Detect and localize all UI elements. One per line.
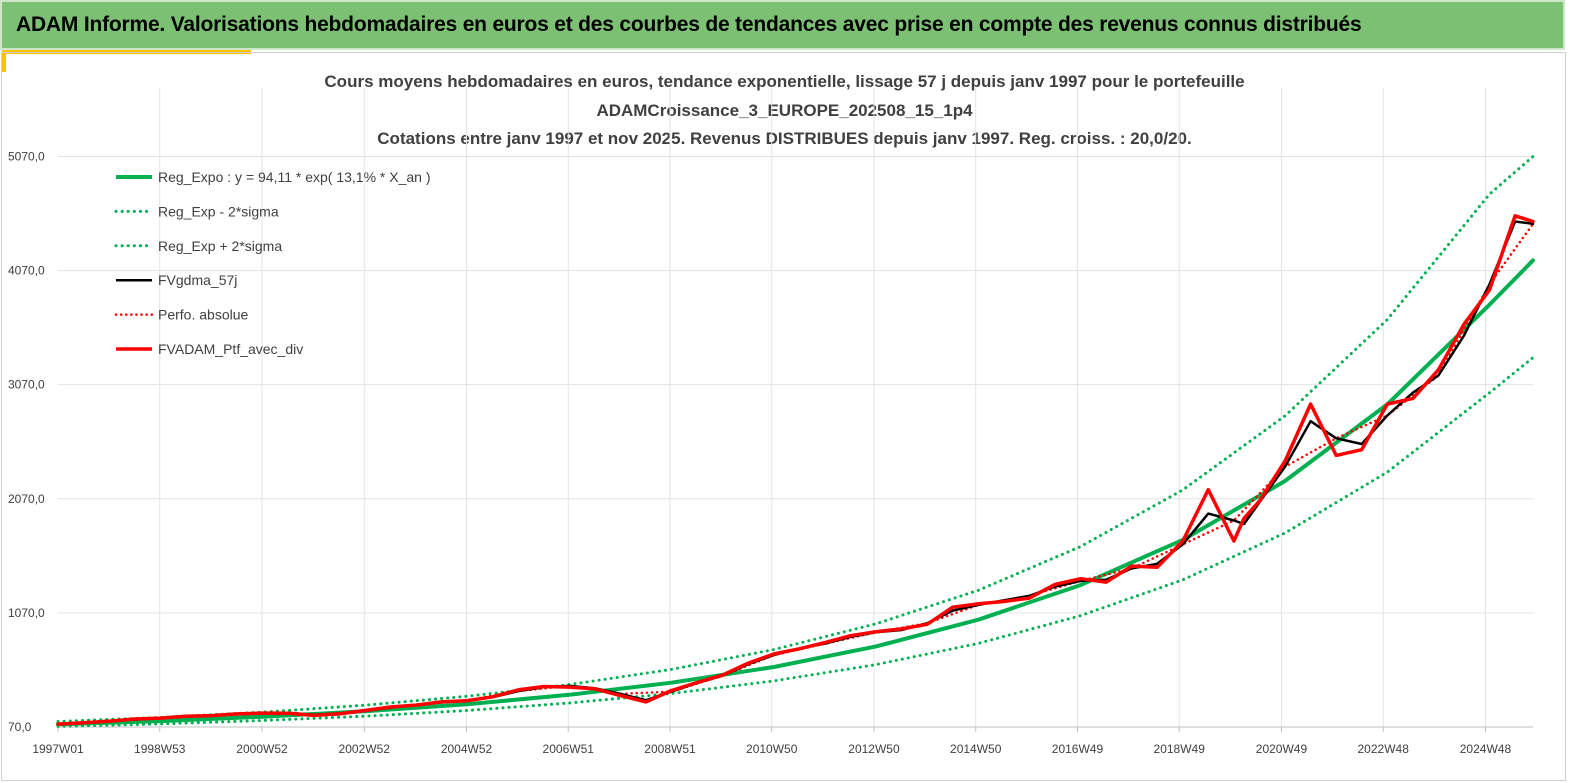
chart-title-line-1: Cours moyens hebdomadaires en euros, ten… [324,72,1245,91]
x-tick-label: 2010W50 [746,742,798,756]
x-tick-label: 2006W51 [543,742,595,756]
header-banner: ADAM Informe. Valorisations hebdomadaire… [0,0,1565,50]
y-tick-label: 70,0 [8,720,32,734]
chart-title-line-3: Cotations entre janv 1997 et nov 2025. R… [377,129,1192,148]
series-line-1 [56,356,1535,728]
legend-label: Reg_Exp - 2*sigma [158,203,279,219]
x-tick-label: 2000W52 [236,742,288,756]
accent-bar-left [2,50,6,72]
x-tick-label: 2020W49 [1256,742,1308,756]
x-tick-label: 2024W48 [1460,742,1512,756]
y-tick-label: 3070,0 [8,378,45,392]
axes: 70,0 1070,0 2070,0 3070,0 4070,0 5070,0 1997W0… [8,149,1533,756]
y-tick-label: 4070,0 [8,264,45,278]
legend-label: FVADAM_Ptf_avec_div [158,341,303,357]
legend: Reg_Expo : y = 94,11 * exp( 13,1% * X_an… [114,169,431,357]
x-tick-label: 2014W50 [950,742,1002,756]
series-line-0 [56,258,1535,727]
x-tick-label: 2012W50 [848,742,900,756]
legend-label: Perfo. absolue [158,307,248,323]
legend-label: Reg_Expo : y = 94,11 * exp( 13,1% * X_an… [158,169,431,185]
x-tick-label: 2016W49 [1052,742,1104,756]
y-tick-label: 2070,0 [8,492,45,506]
series-line-4 [56,222,1535,726]
chart-title-line-2: ADAMCroissance_3_EUROPE_202508_15_1p4 [596,101,973,120]
x-tick-label: 2004W52 [441,742,493,756]
series-line-5 [56,214,1535,726]
x-tick-label: 2002W52 [339,742,391,756]
y-tick-label: 5070,0 [8,149,45,163]
x-tick-label: 1997W01 [32,742,84,756]
legend-label: FVgdma_57j [158,272,237,288]
legend-label: Reg_Exp + 2*sigma [158,238,282,254]
y-tick-label: 1070,0 [8,606,45,620]
x-tick-label: 2018W49 [1154,742,1206,756]
x-tick-label: 2022W48 [1358,742,1410,756]
x-tick-label: 1998W53 [134,742,186,756]
chart-frame [1,52,1566,781]
page-title: ADAM Informe. Valorisations hebdomadaire… [16,13,1362,36]
series-line-2 [56,155,1535,723]
series-layer [56,155,1535,728]
x-tick-label: 2008W51 [644,742,696,756]
